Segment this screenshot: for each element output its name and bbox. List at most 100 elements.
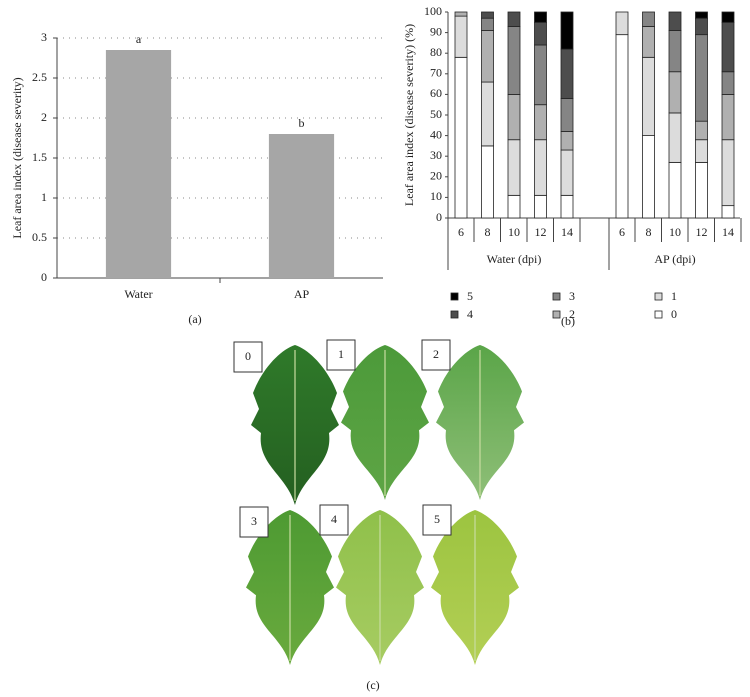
bar-segment — [668, 112, 682, 163]
bar-segment — [560, 131, 574, 151]
bar-segment — [721, 71, 735, 95]
legend-label: 5 — [467, 289, 473, 303]
bar-segment — [721, 94, 735, 141]
leaf-photos: 0 1 2 3 4 5 — [233, 339, 524, 665]
caption: (b) — [561, 314, 575, 328]
bar-segment — [721, 139, 735, 207]
x-tick-label: 8 — [646, 225, 652, 239]
y-tick-label: 0.5 — [32, 230, 47, 244]
legend-label: 2 — [569, 307, 575, 321]
bar-segment — [642, 26, 655, 58]
bar-segment — [481, 17, 494, 31]
bar — [105, 50, 172, 278]
bar-segment — [560, 11, 574, 50]
x-tick-label: AP — [294, 287, 310, 301]
leaf-label: 3 — [251, 514, 257, 528]
y-tick-label: 80 — [430, 45, 442, 59]
label-box — [233, 341, 263, 373]
bar-segment — [695, 17, 708, 36]
legend-swatch — [450, 310, 459, 319]
caption: (a) — [188, 312, 201, 326]
leaf-label: 1 — [338, 347, 344, 361]
y-tick-label: 0 — [41, 270, 47, 284]
bar-segment — [507, 26, 521, 95]
y-tick-label: 30 — [430, 148, 442, 162]
legend-label: 3 — [569, 289, 575, 303]
leaf-label: 4 — [331, 512, 337, 526]
y-tick-label: 20 — [430, 169, 442, 183]
bar-segment — [642, 11, 655, 27]
bar-segment — [695, 34, 708, 122]
annotation: b — [299, 116, 305, 130]
y-tick-label: 2 — [41, 110, 47, 124]
label-box — [326, 339, 356, 371]
bar-segment — [560, 149, 574, 196]
bar-segment — [642, 135, 655, 219]
leaf-label: 0 — [245, 349, 251, 363]
bar-segment — [534, 11, 547, 23]
y-tick-label: 0 — [436, 210, 442, 224]
bar-segment — [695, 120, 708, 141]
x-tick-label: 10 — [669, 225, 681, 239]
legend-swatch — [654, 310, 663, 319]
group-label: Water (dpi) — [487, 252, 542, 266]
y-tick-label: 10 — [430, 189, 442, 203]
bar-segment — [668, 11, 682, 31]
x-tick-label: 12 — [696, 225, 708, 239]
legend-label: 1 — [671, 289, 677, 303]
bar-segment — [534, 194, 547, 219]
bar-segment — [668, 161, 682, 219]
leaf-label: 5 — [434, 512, 440, 526]
legend-swatch — [450, 292, 459, 301]
bar-segment — [534, 104, 547, 141]
legend-label: 0 — [671, 307, 677, 321]
label-box — [239, 506, 269, 538]
x-tick-label: 6 — [619, 225, 625, 239]
bar-segment — [454, 15, 468, 58]
y-tick-label: 2.5 — [32, 70, 47, 84]
legend-swatch — [654, 292, 663, 301]
bar-segment — [560, 194, 574, 219]
bar-segment — [668, 71, 682, 114]
leaf-label: 2 — [433, 347, 439, 361]
bar-segment — [534, 44, 547, 106]
y-tick-label: 3 — [41, 30, 47, 44]
y-tick-label: 70 — [430, 66, 442, 80]
bar-segment — [721, 205, 735, 219]
bar-segment — [615, 11, 629, 36]
bar-segment — [481, 30, 494, 83]
x-tick-label: 14 — [561, 225, 573, 239]
x-tick-label: 10 — [508, 225, 520, 239]
bar-segment — [454, 11, 468, 17]
bar-segment — [481, 145, 494, 219]
legend-label: 4 — [467, 307, 473, 321]
bar-segment — [481, 11, 494, 19]
y-tick-label: 1 — [41, 190, 47, 204]
bar-segment — [615, 34, 629, 219]
label-box — [422, 504, 452, 536]
bar-segment — [481, 81, 494, 147]
bar-segment — [721, 21, 735, 73]
bar-segment — [668, 30, 682, 73]
x-tick-label: Water — [124, 287, 152, 301]
bar-segment — [507, 139, 521, 196]
label-box — [421, 339, 451, 371]
bar-segment — [695, 11, 708, 19]
x-tick-label: 14 — [722, 225, 734, 239]
y-tick-label: 90 — [430, 24, 442, 38]
x-tick-label: 8 — [485, 225, 491, 239]
bar — [268, 134, 335, 278]
legend-swatch — [552, 310, 561, 319]
bar-segment — [560, 48, 574, 99]
bar-segment — [534, 139, 547, 196]
group-label: AP (dpi) — [654, 252, 695, 266]
y-tick-label: 50 — [430, 107, 442, 121]
bar-segment — [507, 194, 521, 219]
y-axis-label: Leaf area index (disease severity) (%) — [402, 24, 416, 206]
bar-segment — [695, 161, 708, 219]
bar-segment — [507, 11, 521, 27]
caption: (c) — [366, 678, 379, 692]
x-tick-label: 12 — [535, 225, 547, 239]
bar-segment — [642, 56, 655, 136]
